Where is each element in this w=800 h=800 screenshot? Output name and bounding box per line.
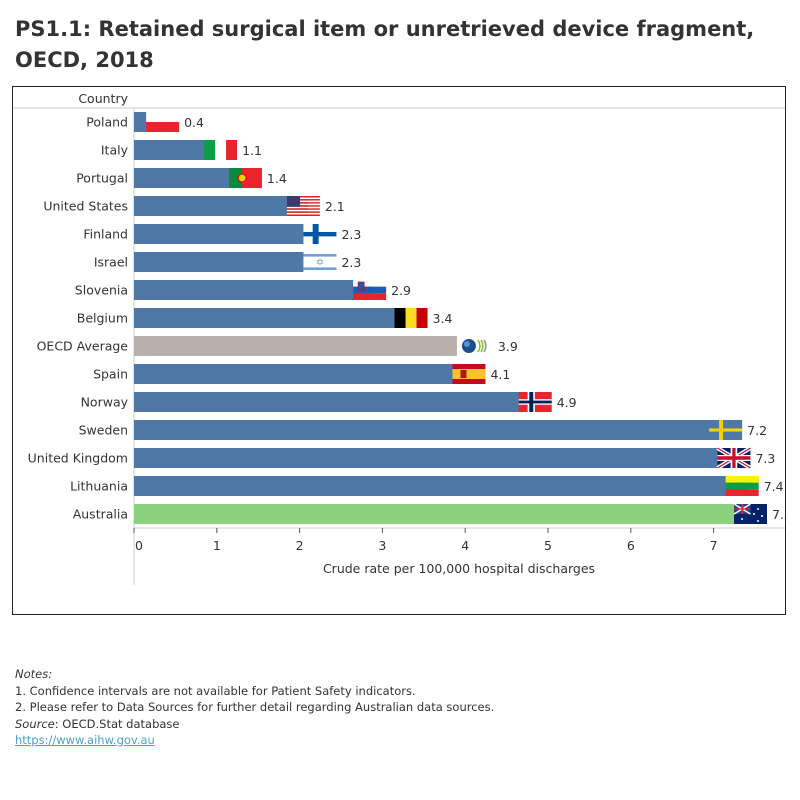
x-tick-label: 0 [135,538,143,553]
category-label: Slovenia [75,283,128,298]
bar-italy[interactable] [134,140,226,160]
category-label: Portugal [76,171,128,186]
x-tick-label: 4 [461,538,469,553]
x-tick-label: 2 [296,538,304,553]
bar-slovenia[interactable] [134,280,375,300]
data-label: 3.4 [433,311,453,326]
bar-united-kingdom[interactable] [134,448,739,468]
x-tick-label: 6 [627,538,635,553]
portugal-flag-icon [228,168,262,188]
bar-israel[interactable] [134,252,325,272]
note-2: 2. Please refer to Data Sources for furt… [15,700,495,714]
bar-norway[interactable] [134,392,540,412]
x-tick-label: 3 [378,538,386,553]
data-label: 2.3 [341,255,361,270]
data-label: 7.3 [755,451,775,466]
slovenia-flag-icon [353,280,387,300]
bar-finland[interactable] [134,224,325,244]
bar-spain[interactable] [134,364,474,384]
spain-flag-icon [452,364,486,384]
lithuania-flag-icon [725,476,759,496]
page-title: PS1.1: Retained surgical item or unretri… [15,17,755,72]
category-label: Australia [73,507,128,522]
data-label: 1.1 [242,143,262,158]
category-label: Italy [101,143,129,158]
bar-australia[interactable] [134,504,755,524]
category-label: Norway [81,395,129,410]
data-label: 2.3 [341,227,361,242]
x-axis-title: Crude rate per 100,000 hospital discharg… [323,561,595,576]
category-label: Poland [86,115,128,130]
data-label: 2.9 [391,283,411,298]
category-label: Belgium [77,311,128,326]
data-label: 4.9 [557,395,577,410]
category-label: Lithuania [70,479,128,494]
chart-frame: Country Poland 0.4 Italy 1.1 Portugal 1.4 Unite… [12,86,786,615]
data-label: 3.9 [498,339,518,354]
norway-flag-icon [518,392,552,412]
data-label: 4.1 [490,367,510,382]
bar-united-states[interactable] [134,196,308,216]
x-tick-label: 5 [544,538,552,553]
category-label: OECD Average [37,339,129,354]
bar-oecd-average[interactable] [134,336,457,356]
category-label: United Kingdom [28,451,128,466]
category-label: Israel [94,255,128,270]
bar-chart: Country Poland 0.4 Italy 1.1 Portugal 1.4 Unite… [13,91,785,585]
x-tick-label: 7 [710,538,718,553]
aihw-link[interactable]: https://www.aihw.gov.au [15,733,155,747]
category-label: Finland [83,227,128,242]
category-label: Sweden [79,423,128,438]
sweden-flag-icon [709,420,743,440]
bar-belgium[interactable] [134,308,416,328]
finland-flag-icon [303,224,337,244]
bar-sweden[interactable] [134,420,731,440]
note-1: 1. Confidence intervals are not availabl… [15,683,416,698]
data-label: 0.4 [184,115,204,130]
data-label: 2.1 [325,199,345,214]
notes: Notes: 1. Confidence intervals are not a… [15,666,494,749]
poland-flag-icon [146,112,180,132]
data-label: 7.5 [772,507,785,522]
svg-text:✡: ✡ [316,258,324,269]
oecd-logo-icon [461,339,487,353]
notes-heading: Notes: [15,667,53,681]
data-label: 7.4 [764,479,784,494]
usa-flag-icon [286,196,320,218]
italy-flag-icon [204,140,238,160]
row-header: Country [78,91,128,106]
data-label: 7.2 [747,423,767,438]
source-label: Source [15,716,55,731]
uk-flag-icon [716,446,752,470]
belgium-flag-icon [394,308,428,328]
data-label: 1.4 [267,171,287,186]
australia-flag-icon [733,503,767,524]
source-text: : OECD.Stat database [54,716,180,731]
category-label: United States [43,199,128,214]
category-label: Spain [93,367,128,382]
israel-flag-icon: ✡ [303,252,337,272]
bar-lithuania[interactable] [134,476,747,496]
bar-portugal[interactable] [134,168,250,188]
x-tick-label: 1 [213,538,221,553]
